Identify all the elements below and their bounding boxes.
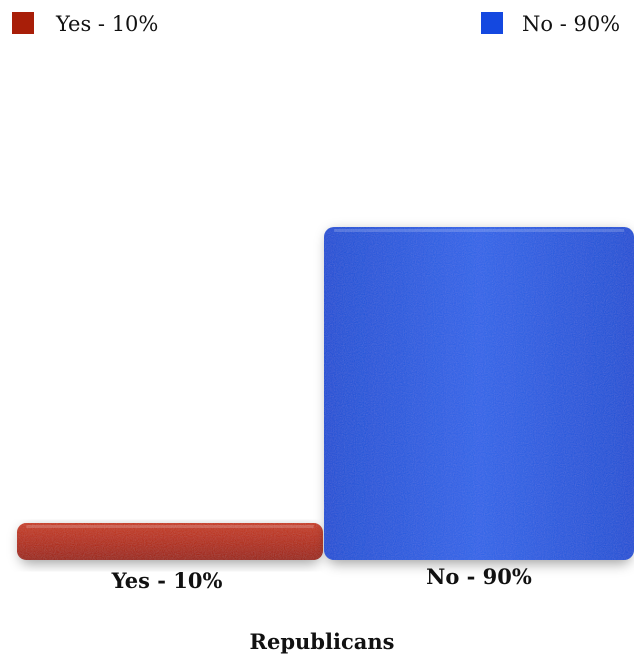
legend-label-yes: Yes - 10% [55, 12, 158, 36]
bar-yes[interactable] [17, 523, 323, 560]
bar-label-yes: Yes - 10% [111, 568, 223, 593]
legend-swatch-yes [12, 12, 34, 34]
bar-no[interactable] [324, 227, 634, 560]
legend-item-yes[interactable]: Yes - 10% [12, 12, 158, 36]
bar-highlight-yes [26, 525, 314, 528]
legend-label-no: No - 90% [522, 12, 620, 36]
legend-swatch-no [481, 12, 503, 34]
legend: Yes - 10% No - 90% [12, 12, 620, 36]
bars [17, 227, 634, 564]
x-axis-title: Republicans [250, 629, 395, 654]
bar-highlight-no [334, 229, 624, 232]
bar-labels: Yes - 10% No - 90% [111, 564, 532, 593]
legend-item-no[interactable]: No - 90% [481, 12, 620, 36]
bar-label-no: No - 90% [426, 564, 532, 589]
